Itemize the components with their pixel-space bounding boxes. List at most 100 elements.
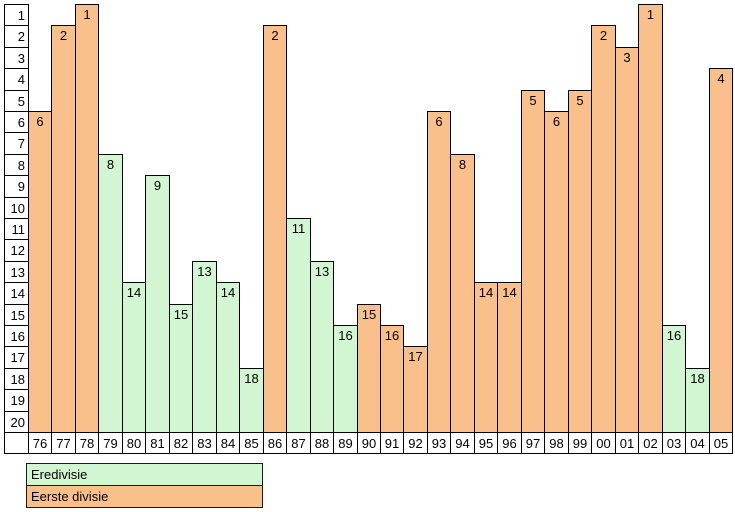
- y-axis-cell-13: 13: [4, 261, 29, 283]
- bar-value-label: 4: [717, 71, 725, 86]
- x-axis-cell-87: 87: [286, 432, 311, 454]
- bar-89: 16: [333, 325, 358, 433]
- bar-80: 14: [122, 282, 146, 433]
- x-axis-cell-05: 05: [709, 432, 733, 454]
- bar-value-label: 14: [502, 285, 517, 300]
- x-axis-cell-01: 01: [615, 432, 639, 454]
- bar-77: 2: [51, 25, 76, 433]
- bar-value-label: 15: [173, 307, 189, 322]
- bar-value-label: 9: [153, 178, 162, 193]
- x-axis-cell-97: 97: [521, 432, 545, 454]
- bar-84: 14: [216, 282, 240, 433]
- bar-78: 1: [75, 4, 99, 433]
- bar-99: 5: [568, 90, 592, 433]
- bar-value-label: 18: [244, 371, 259, 386]
- bar-value-label: 5: [576, 93, 584, 108]
- bar-93: 6: [427, 111, 451, 433]
- y-axis-cell-18: 18: [4, 368, 29, 390]
- bar-92: 17: [403, 346, 428, 433]
- bar-01: 3: [615, 47, 639, 433]
- legend-label-eredivisie: Eredivisie: [31, 467, 88, 482]
- bar-96: 14: [497, 282, 522, 433]
- bar-value-label: 6: [552, 114, 561, 129]
- x-axis-cell-82: 82: [169, 432, 193, 454]
- x-axis-cell-78: 78: [75, 432, 99, 454]
- bar-83: 13: [192, 261, 217, 433]
- bar-86: 2: [263, 25, 287, 433]
- bar-81: 9: [145, 175, 170, 433]
- axis-corner-cell: [4, 432, 29, 454]
- bar-79: 8: [98, 154, 123, 433]
- bar-value-label: 11: [291, 221, 306, 236]
- y-axis-cell-19: 19: [4, 389, 29, 412]
- bar-value-label: 2: [599, 28, 608, 43]
- x-axis-cell-88: 88: [310, 432, 334, 454]
- y-axis-cell-11: 11: [4, 218, 29, 240]
- bar-85: 18: [239, 368, 264, 433]
- x-axis-cell-90: 90: [357, 432, 381, 454]
- bar-97: 5: [521, 90, 545, 433]
- bar-value-label: 6: [36, 114, 44, 129]
- x-axis-cell-96: 96: [497, 432, 522, 454]
- bar-value-label: 13: [314, 264, 330, 279]
- y-axis-cell-5: 5: [4, 90, 29, 112]
- legend-item-eredivisie: Eredivisie: [26, 463, 263, 486]
- y-axis-cell-20: 20: [4, 411, 29, 433]
- y-axis-cell-10: 10: [4, 197, 29, 219]
- y-axis-cell-12: 12: [4, 239, 29, 262]
- y-axis-cell-7: 7: [4, 132, 29, 155]
- y-axis-cell-8: 8: [4, 154, 29, 176]
- bar-value-label: 8: [106, 157, 115, 172]
- bar-88: 13: [310, 261, 334, 433]
- bar-87: 11: [286, 218, 311, 433]
- x-axis-cell-94: 94: [450, 432, 475, 454]
- bar-value-label: 1: [83, 7, 91, 22]
- bar-value-label: 8: [458, 157, 467, 172]
- bar-value-label: 17: [408, 349, 423, 364]
- bar-94: 8: [450, 154, 475, 433]
- x-axis-cell-76: 76: [28, 432, 52, 454]
- bar-value-label: 16: [666, 328, 682, 343]
- x-axis-cell-99: 99: [568, 432, 592, 454]
- bar-95: 14: [474, 282, 498, 433]
- bar-value-label: 15: [361, 307, 377, 322]
- x-axis-cell-86: 86: [263, 432, 287, 454]
- y-axis-cell-4: 4: [4, 68, 29, 91]
- bar-value-label: 2: [59, 28, 68, 43]
- x-axis-cell-00: 00: [591, 432, 616, 454]
- bar-02: 1: [638, 4, 663, 433]
- x-axis-cell-83: 83: [192, 432, 217, 454]
- bar-03: 16: [662, 325, 686, 433]
- y-axis-cell-2: 2: [4, 25, 29, 48]
- legend-label-eerste-divisie: Eerste divisie: [31, 489, 109, 504]
- bar-91: 16: [380, 325, 404, 433]
- bar-76: 6: [28, 111, 52, 433]
- y-axis-cell-14: 14: [4, 282, 29, 305]
- legend-item-eerste-divisie: Eerste divisie: [26, 485, 263, 508]
- y-axis-cell-1: 1: [4, 4, 29, 26]
- bar-value-label: 3: [623, 50, 631, 65]
- bar-value-label: 2: [271, 28, 279, 43]
- x-axis-cell-92: 92: [403, 432, 428, 454]
- x-axis-cell-98: 98: [544, 432, 569, 454]
- y-axis-cell-15: 15: [4, 304, 29, 326]
- y-axis-cell-3: 3: [4, 47, 29, 69]
- x-axis-cell-85: 85: [239, 432, 264, 454]
- x-axis-cell-95: 95: [474, 432, 498, 454]
- bar-value-label: 6: [435, 114, 443, 129]
- bar-98: 6: [544, 111, 569, 433]
- bar-value-label: 1: [646, 7, 655, 22]
- x-axis-cell-04: 04: [685, 432, 710, 454]
- bar-value-label: 16: [338, 328, 353, 343]
- bar-82: 15: [169, 304, 193, 433]
- x-axis-cell-03: 03: [662, 432, 686, 454]
- bar-90: 15: [357, 304, 381, 433]
- x-axis-cell-81: 81: [145, 432, 170, 454]
- bar-value-label: 13: [197, 264, 212, 279]
- x-axis-cell-93: 93: [427, 432, 451, 454]
- bar-00: 2: [591, 25, 616, 433]
- y-axis-cell-16: 16: [4, 325, 29, 347]
- bar-value-label: 14: [220, 285, 236, 300]
